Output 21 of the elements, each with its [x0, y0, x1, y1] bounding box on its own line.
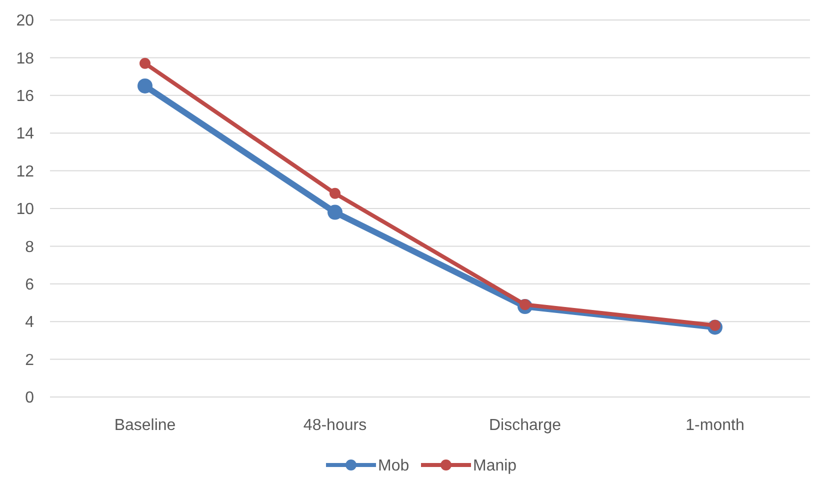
y-tick-label: 14	[16, 126, 34, 143]
y-tick-label: 20	[16, 12, 34, 30]
y-tick-label: 4	[25, 314, 34, 332]
point	[138, 78, 152, 94]
point	[328, 204, 342, 220]
point	[140, 58, 150, 69]
x-tick-label: Baseline	[114, 417, 176, 434]
legend-label: Mob	[378, 458, 410, 475]
y-tick-label: 10	[16, 201, 34, 218]
x-tick-label: Discharge	[488, 417, 562, 434]
x-tick-label: 1-month	[686, 417, 744, 434]
point	[330, 188, 340, 199]
x-tick-label: 48-hours	[303, 417, 367, 434]
y-tick-label: 0	[25, 390, 34, 407]
y-tick-label: 2	[25, 352, 34, 369]
y-tick-label: 18	[16, 50, 34, 68]
y-tick-label: 16	[16, 88, 34, 105]
y-tick-label: 8	[25, 238, 34, 256]
legend-label: Manip	[473, 458, 517, 475]
y-tick-label: 12	[16, 163, 34, 180]
y-tick-label: 6	[25, 276, 34, 294]
